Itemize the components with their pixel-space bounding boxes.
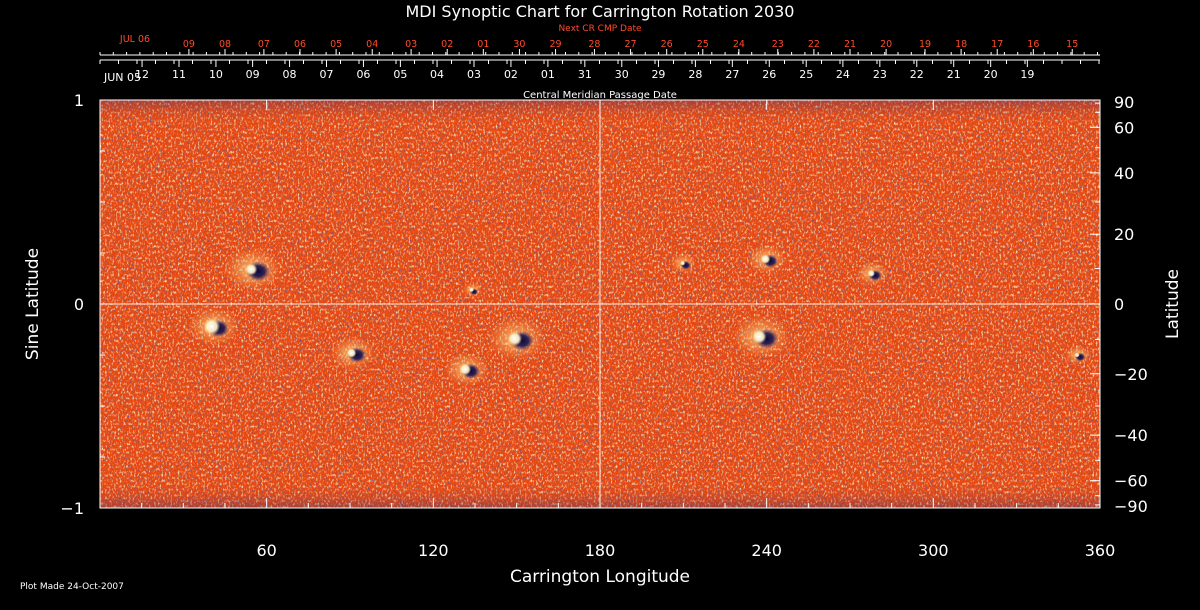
positive-spot-0 [245, 263, 258, 276]
positive-spot-8 [680, 260, 686, 266]
cmp-date-label: 06 [356, 68, 370, 81]
cmp-date-label: 11 [172, 68, 186, 81]
next-cr-date-label: 29 [550, 39, 562, 50]
next-cr-date-label: 27 [625, 39, 637, 50]
plot-area [99, 99, 1101, 509]
cmp-date-label: 12 [135, 68, 149, 81]
cmp-date-label: 20 [984, 68, 998, 81]
positive-spot-2 [346, 348, 357, 358]
positive-spot-9 [867, 269, 875, 277]
next-cr-start-label: JUL 06 [119, 34, 150, 45]
y-right-tick-label: 0 [1114, 295, 1124, 314]
x-tick-label: 360 [1085, 541, 1116, 560]
next-cr-date-label: 04 [366, 39, 378, 50]
positive-spot-5 [469, 287, 475, 293]
next-cr-date-label: 22 [808, 39, 820, 50]
next-cr-date-label: 16 [1027, 39, 1039, 50]
cmp-date-label: 10 [209, 68, 223, 81]
x-tick-label: 60 [256, 541, 276, 560]
cmp-date-label: 08 [283, 68, 297, 81]
y-right-tick-label: 60 [1114, 118, 1134, 137]
positive-spot-1 [203, 318, 221, 335]
next-cr-date-label: 20 [880, 39, 892, 50]
x-tick-label: 300 [918, 541, 949, 560]
next-cr-date-label: 08 [219, 39, 231, 50]
y-right-ticks: 90 60 40 20 0 −20 −40 −60 −90 [1090, 93, 1148, 516]
cmp-date-label: 21 [947, 68, 961, 81]
next-cr-date-label: 06 [294, 39, 306, 50]
cmp-date-label: 25 [799, 68, 813, 81]
next-cr-date-label: 30 [513, 39, 525, 50]
y-right-tick-label: −20 [1114, 365, 1148, 384]
x-axis-ticks: 60 120 180 240 300 360 [99, 100, 1116, 560]
y-left-axis-title: Sine Latitude [23, 248, 43, 360]
y-right-tick-label: 90 [1114, 93, 1134, 112]
y-left-tick-label: −1 [60, 499, 84, 518]
cmp-date-label: 04 [430, 68, 444, 81]
positive-spot-4 [507, 331, 523, 346]
cmp-axis-title: Central Meridian Passage Date [523, 90, 677, 101]
active-regions [188, 244, 1091, 387]
cmp-date-label: 22 [910, 68, 924, 81]
next-cr-date-label: 25 [697, 39, 709, 50]
positive-spot-7 [760, 254, 771, 264]
cmp-date-label: 23 [873, 68, 887, 81]
next-cr-date-label: 18 [955, 39, 967, 50]
cmp-date-label: 26 [762, 68, 776, 81]
next-cr-date-label: 07 [258, 39, 270, 50]
cmp-date-label: 07 [320, 68, 334, 81]
plot-made-footer: Plot Made 24-Oct-2007 [20, 582, 124, 592]
cmp-date-label: 19 [1020, 68, 1034, 81]
next-cr-date-label: 02 [441, 39, 453, 50]
y-right-axis-title: Latitude [1163, 269, 1183, 339]
cmp-date-label: 01 [541, 68, 555, 81]
next-cr-axis-title: Next CR CMP Date [558, 24, 642, 34]
x-axis-title: Carrington Longitude [510, 567, 690, 587]
next-cr-date-label: 17 [991, 39, 1003, 50]
cmp-date-label: 05 [393, 68, 407, 81]
y-left-ticks: 1 0 −1 [60, 91, 110, 518]
x-tick-label: 180 [585, 541, 616, 560]
cmp-date-label: 03 [467, 68, 481, 81]
cmp-start-label: JUN 05 [103, 71, 141, 84]
next-cr-date-label: 23 [772, 39, 784, 50]
next-cr-date-label: 28 [588, 39, 600, 50]
x-tick-label: 240 [751, 541, 782, 560]
y-right-tick-label: −60 [1114, 472, 1148, 491]
cmp-date-label: 02 [504, 68, 518, 81]
cmp-date-label: 30 [615, 68, 629, 81]
next-cr-date-label: 26 [661, 39, 673, 50]
y-right-tick-label: −90 [1114, 497, 1148, 516]
positive-spot-6 [752, 329, 767, 344]
cmp-date-label: 29 [651, 68, 665, 81]
cmp-date-label: 31 [578, 68, 592, 81]
next-cr-date-label: 24 [733, 39, 745, 50]
next-cr-date-label: 01 [477, 39, 489, 50]
next-cr-date-label: 03 [405, 39, 417, 50]
next-cr-date-label: 19 [919, 39, 931, 50]
cmp-date-label: 28 [688, 68, 702, 81]
next-cr-date-label: 05 [330, 39, 342, 50]
positive-spot-3 [459, 363, 472, 376]
cmp-date-label: 09 [246, 68, 260, 81]
cmp-date-label: 24 [836, 68, 850, 81]
chart-title: MDI Synoptic Chart for Carrington Rotati… [406, 2, 795, 21]
next-cr-date-label: 15 [1066, 39, 1078, 50]
y-right-tick-label: 20 [1114, 225, 1134, 244]
positive-spot-10 [1074, 352, 1080, 358]
y-left-tick-label: 0 [74, 295, 84, 314]
y-right-tick-label: −40 [1114, 426, 1148, 445]
cmp-date-label: 27 [725, 68, 739, 81]
next-cr-date-label: 21 [844, 39, 856, 50]
y-left-tick-label: 1 [74, 91, 84, 110]
x-tick-label: 120 [418, 541, 449, 560]
next-cr-ticks: 09 08 07 06 05 04 03 02 01 30 29 28 27 26 25 24 23 22 21 20… [99, 39, 1098, 55]
next-cr-date-label: 09 [183, 39, 195, 50]
y-right-tick-label: 40 [1114, 164, 1134, 183]
cmp-ticks: 12 11 10 09 08 07 06 05 04 03 02 01 31 30 29 28 27 26 25 24… [99, 59, 1100, 81]
